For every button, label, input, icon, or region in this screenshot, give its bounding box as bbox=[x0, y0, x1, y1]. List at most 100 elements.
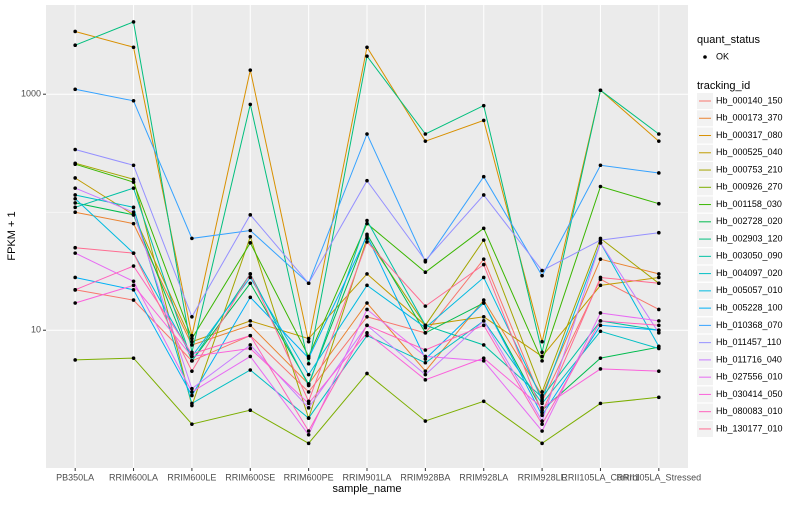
data-point bbox=[540, 419, 544, 423]
data-point bbox=[131, 213, 136, 217]
data-point bbox=[481, 193, 486, 197]
data-point bbox=[306, 281, 311, 286]
data-point bbox=[131, 356, 136, 360]
data-point bbox=[540, 422, 544, 426]
data-point bbox=[248, 295, 253, 300]
data-point bbox=[540, 410, 544, 415]
data-point bbox=[657, 319, 661, 323]
data-point bbox=[190, 359, 194, 363]
data-point bbox=[423, 132, 428, 136]
data-point bbox=[365, 307, 369, 312]
data-point bbox=[423, 378, 428, 382]
data-point bbox=[248, 68, 253, 72]
data-point bbox=[306, 356, 311, 360]
data-point bbox=[73, 87, 77, 92]
data-point bbox=[481, 343, 486, 347]
data-point bbox=[365, 132, 369, 136]
x-tick-label: RRIM901LA bbox=[342, 472, 391, 482]
legend-label: Hb_000140_150 bbox=[716, 95, 783, 105]
data-point bbox=[540, 273, 544, 278]
legend-label: Hb_030414_050 bbox=[716, 389, 783, 399]
data-point bbox=[657, 395, 661, 400]
data-point bbox=[190, 339, 194, 344]
data-point bbox=[481, 399, 486, 404]
data-point bbox=[481, 359, 486, 363]
data-point bbox=[306, 339, 311, 344]
data-point bbox=[540, 339, 544, 344]
data-point bbox=[365, 236, 369, 241]
data-point bbox=[248, 323, 253, 328]
data-point bbox=[657, 272, 661, 276]
data-point bbox=[306, 406, 311, 410]
data-point bbox=[423, 331, 428, 335]
data-point bbox=[540, 397, 544, 402]
legend-label: Hb_011457_110 bbox=[716, 337, 781, 347]
data-point bbox=[73, 210, 77, 215]
data-point bbox=[306, 399, 311, 404]
data-point bbox=[481, 298, 486, 302]
data-point bbox=[540, 413, 544, 418]
data-point bbox=[657, 331, 661, 335]
data-point bbox=[481, 301, 486, 305]
data-point bbox=[481, 275, 486, 280]
data-point bbox=[248, 275, 253, 280]
data-point bbox=[190, 236, 194, 241]
data-point bbox=[657, 344, 661, 349]
data-point bbox=[423, 372, 428, 377]
data-point bbox=[73, 196, 77, 201]
x-tick-label: RRIM600LE bbox=[167, 472, 216, 482]
data-point bbox=[657, 281, 661, 286]
data-point bbox=[657, 328, 661, 333]
data-point bbox=[365, 272, 369, 276]
data-point bbox=[190, 336, 194, 341]
data-point bbox=[598, 367, 603, 371]
data-point bbox=[598, 184, 603, 189]
data-point bbox=[248, 319, 253, 323]
data-point bbox=[248, 368, 253, 372]
data-point bbox=[598, 283, 603, 288]
data-point bbox=[657, 171, 661, 175]
data-point bbox=[131, 98, 136, 103]
data-point bbox=[73, 205, 77, 210]
legend-title: tracking_id bbox=[697, 80, 750, 92]
data-point bbox=[365, 221, 369, 226]
data-point bbox=[481, 226, 486, 231]
data-point bbox=[423, 354, 428, 359]
data-point bbox=[131, 186, 136, 190]
data-point bbox=[481, 174, 486, 179]
x-tick-label: RRIM600LA bbox=[109, 472, 158, 482]
legend-key bbox=[703, 55, 707, 59]
data-point bbox=[365, 45, 369, 50]
legend-label: OK bbox=[716, 51, 729, 61]
data-point bbox=[365, 371, 369, 376]
data-point bbox=[657, 275, 661, 280]
data-point bbox=[481, 314, 486, 319]
data-point bbox=[540, 406, 544, 410]
legend-label: Hb_011716_040 bbox=[716, 354, 782, 364]
data-point bbox=[73, 301, 77, 305]
data-point bbox=[306, 390, 311, 394]
data-point bbox=[423, 369, 428, 373]
data-point bbox=[365, 331, 369, 335]
data-point bbox=[598, 275, 603, 280]
data-point bbox=[73, 186, 77, 190]
x-tick-label: RRIM928LA bbox=[459, 472, 508, 482]
data-point bbox=[598, 356, 603, 360]
data-point bbox=[423, 304, 428, 308]
data-point bbox=[190, 333, 194, 338]
legend-label: Hb_002903_120 bbox=[716, 233, 783, 243]
data-point bbox=[248, 354, 253, 359]
data-point bbox=[365, 301, 369, 305]
data-point bbox=[540, 441, 544, 446]
data-point bbox=[306, 361, 311, 366]
data-point bbox=[190, 343, 194, 347]
data-point bbox=[423, 357, 428, 361]
data-point bbox=[598, 257, 603, 261]
data-point bbox=[131, 177, 136, 182]
data-point bbox=[657, 323, 661, 328]
data-point bbox=[481, 323, 486, 328]
x-tick-label: PB350LA bbox=[56, 472, 94, 482]
data-point bbox=[598, 88, 603, 93]
legend-label: Hb_130177_010 bbox=[716, 423, 783, 433]
data-point bbox=[190, 386, 194, 391]
